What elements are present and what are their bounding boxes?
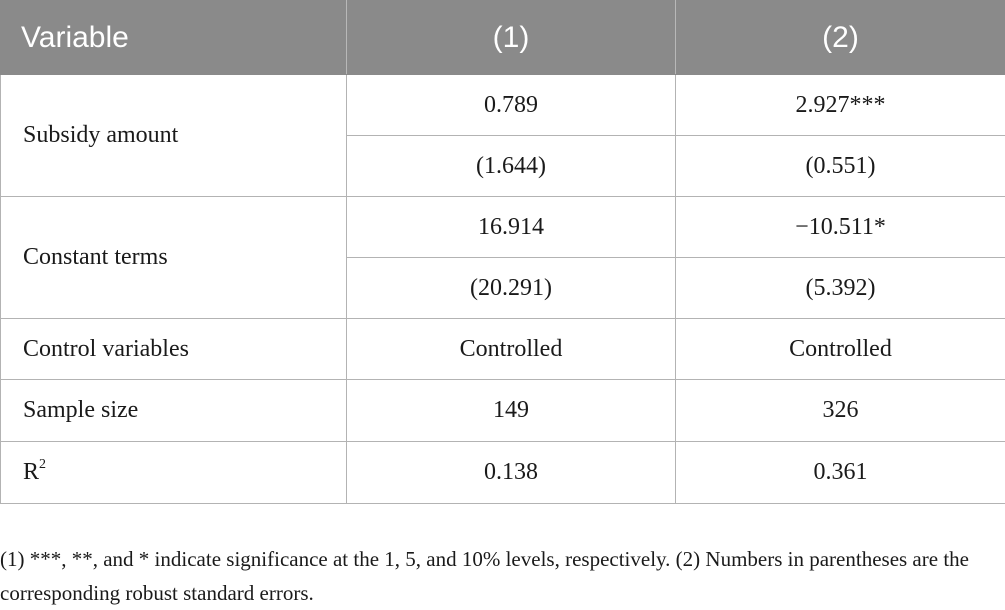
r2-label-superscript: 2	[39, 457, 46, 472]
row-label-controls: Control variables	[1, 319, 347, 380]
cell-r2-2: 0.361	[676, 442, 1005, 504]
cell-controls-1: Controlled	[347, 319, 676, 380]
cell-controls-2: Controlled	[676, 319, 1005, 380]
header-model-2: (2)	[676, 1, 1005, 75]
table-row: Subsidy amount 0.789 2.927***	[1, 75, 1005, 136]
table-footnote: (1) ***, **, and * indicate significance…	[0, 542, 1000, 610]
header-model-1: (1)	[347, 1, 676, 75]
row-label-r2: R2	[1, 442, 347, 504]
cell-sample-2: 326	[676, 380, 1005, 442]
row-label-subsidy: Subsidy amount	[1, 75, 347, 197]
table-row: R2 0.138 0.361	[1, 442, 1005, 504]
cell-subsidy-se-2: (0.551)	[676, 136, 1005, 197]
cell-subsidy-coef-1: 0.789	[347, 75, 676, 136]
row-label-sample: Sample size	[1, 380, 347, 442]
r2-label-base: R	[23, 459, 39, 485]
cell-constant-coef-1: 16.914	[347, 197, 676, 258]
cell-subsidy-se-1: (1.644)	[347, 136, 676, 197]
table-header: Variable (1) (2)	[1, 1, 1005, 75]
cell-subsidy-coef-2: 2.927***	[676, 75, 1005, 136]
header-variable: Variable	[1, 1, 347, 75]
cell-constant-se-2: (5.392)	[676, 258, 1005, 319]
cell-r2-1: 0.138	[347, 442, 676, 504]
table-row: Constant terms 16.914 −10.511*	[1, 197, 1005, 258]
header-row: Variable (1) (2)	[1, 1, 1005, 75]
table-row: Control variables Controlled Controlled	[1, 319, 1005, 380]
table-body: Subsidy amount 0.789 2.927*** (1.644) (0…	[1, 75, 1005, 504]
cell-constant-coef-2: −10.511*	[676, 197, 1005, 258]
regression-table: Variable (1) (2) Subsidy amount 0.789 2.…	[0, 0, 1005, 504]
row-label-constant: Constant terms	[1, 197, 347, 319]
cell-sample-1: 149	[347, 380, 676, 442]
table-row: Sample size 149 326	[1, 380, 1005, 442]
cell-constant-se-1: (20.291)	[347, 258, 676, 319]
